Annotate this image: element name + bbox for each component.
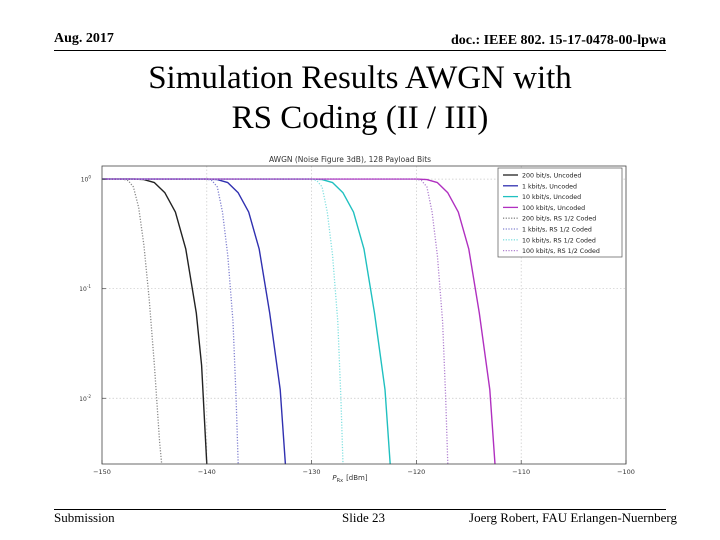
x-tick-label: −100 xyxy=(617,468,635,476)
series-line-8 xyxy=(102,178,449,465)
x-axis-label-main: P xyxy=(332,474,337,482)
ber-chart: AWGN (Noise Figure 3dB), 128 Payload Bit… xyxy=(80,150,640,490)
x-axis-label-unit: [dBm] xyxy=(346,474,368,482)
y-tick-label: 10-2 xyxy=(80,394,91,403)
x-tick-label: −150 xyxy=(93,468,111,476)
legend-label-6: 1 kbit/s, RS 1/2 Coded xyxy=(522,227,592,234)
legend-label-7: 10 kbit/s, RS 1/2 Coded xyxy=(522,237,596,244)
x-tick-label: −110 xyxy=(512,468,530,476)
legend-label-1: 200 bit/s, Uncoded xyxy=(522,173,581,180)
slide-title-line-1: Simulation Results AWGN with xyxy=(148,60,572,96)
chart-title: AWGN (Noise Figure 3dB), 128 Payload Bit… xyxy=(269,155,431,164)
legend-label-2: 1 kbit/s, Uncoded xyxy=(522,183,577,190)
legend: 200 bit/s, Uncoded 1 kbit/s, Uncoded 10 kb… xyxy=(497,167,623,258)
header-rule xyxy=(54,50,666,51)
legend-label-8: 100 kbit/s, RS 1/2 Coded xyxy=(522,248,600,255)
legend-label-4: 100 kbit/s, Uncoded xyxy=(522,205,585,212)
header-doc-id: doc.: IEEE 802. 15-17-0478-00-lpwa xyxy=(450,33,666,48)
axes xyxy=(101,165,627,465)
legend-label-3: 10 kbit/s, Uncoded xyxy=(522,194,581,201)
slide-title-line-2: RS Coding (II / III) xyxy=(231,100,489,136)
footer-slide-number: Slide 23 xyxy=(342,510,385,525)
legend-box xyxy=(497,167,623,258)
x-tick-label: −120 xyxy=(407,468,425,476)
footer-submission: Submission xyxy=(54,510,115,525)
footer-rule xyxy=(54,509,666,510)
x-tick-label: −140 xyxy=(198,468,216,476)
header-date: Aug. 2017 xyxy=(54,31,114,46)
series-line-4 xyxy=(102,178,496,465)
axes-frame xyxy=(101,165,627,465)
series-line-5 xyxy=(102,178,163,465)
x-tick-labels: −150 −140 −130 −120 −110 −100 xyxy=(93,468,635,476)
ber-chart-svg: AWGN (Noise Figure 3dB), 128 Payload Bit… xyxy=(80,155,635,484)
slide-title: Simulation Results AWGN with RS Coding (… xyxy=(60,58,660,138)
y-tick-labels: 100 10-1 10-2 xyxy=(80,175,91,403)
series-layer xyxy=(102,178,496,465)
y-tick-label: 100 xyxy=(81,175,92,184)
legend-label-5: 200 bit/s, RS 1/2 Coded xyxy=(522,216,596,223)
footer-author: Joerg Robert, FAU Erlangen-Nuernberg xyxy=(469,510,677,525)
y-tick-label: 10-1 xyxy=(80,284,91,293)
x-axis-label: PRx [dBm] xyxy=(332,474,367,484)
x-axis-label-sub: Rx xyxy=(337,478,343,484)
x-tick-label: −130 xyxy=(303,468,321,476)
